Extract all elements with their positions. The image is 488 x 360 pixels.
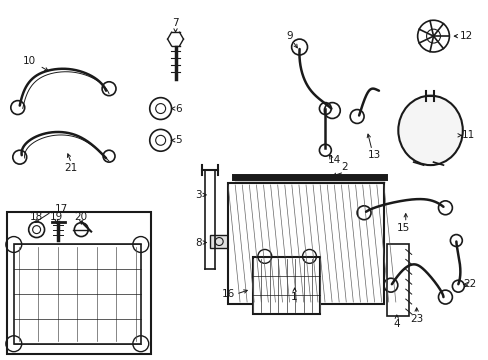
Ellipse shape <box>398 96 462 165</box>
Text: 15: 15 <box>396 222 409 233</box>
Text: 19: 19 <box>50 212 63 222</box>
Bar <box>386 244 408 316</box>
Text: 20: 20 <box>75 212 88 222</box>
Text: 17: 17 <box>55 204 68 214</box>
Text: 2: 2 <box>340 162 347 172</box>
Text: 9: 9 <box>286 31 292 41</box>
Text: 23: 23 <box>409 314 423 324</box>
Text: 10: 10 <box>23 56 36 66</box>
Text: 14: 14 <box>327 155 340 165</box>
Text: 13: 13 <box>366 150 380 160</box>
Bar <box>7 212 150 354</box>
Text: 21: 21 <box>64 163 78 173</box>
Text: 6: 6 <box>175 104 182 113</box>
Text: 7: 7 <box>172 18 179 28</box>
Bar <box>228 183 383 304</box>
Text: 8: 8 <box>195 238 201 248</box>
Bar <box>210 235 228 248</box>
Bar <box>14 244 141 344</box>
Text: 11: 11 <box>461 130 474 140</box>
Text: 3: 3 <box>195 190 201 200</box>
Text: 18: 18 <box>30 212 43 222</box>
Bar <box>252 257 320 314</box>
Text: 1: 1 <box>291 292 297 302</box>
Text: 22: 22 <box>463 279 476 289</box>
Text: 4: 4 <box>393 319 399 329</box>
Text: 12: 12 <box>459 31 472 41</box>
Text: 5: 5 <box>175 135 182 145</box>
Text: 16: 16 <box>221 289 234 299</box>
